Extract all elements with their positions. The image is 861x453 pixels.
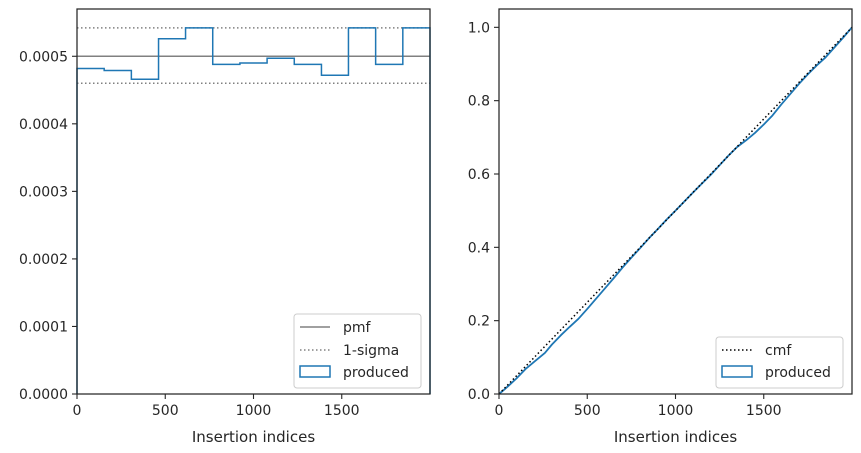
legend-cmf-label: cmf	[765, 343, 792, 359]
left-x-tick-label: 0	[73, 403, 82, 419]
right-series	[498, 26, 853, 395]
left-produced-series	[76, 27, 431, 394]
left-y-ticks: 0.0000 0.0001 0.0002 0.0003 0.0004 0.0005	[19, 49, 77, 403]
legend-produced-label: produced	[765, 365, 831, 381]
right-y-tick-label: 0.2	[468, 314, 490, 330]
left-reference-lines	[77, 27, 430, 85]
legend-pmf-label: pmf	[343, 320, 372, 336]
cmf-line	[498, 26, 853, 395]
right-axes-frame	[498, 8, 853, 395]
right-legend: cmf produced	[715, 336, 844, 389]
left-x-tick-label: 1000	[236, 403, 272, 419]
left-x-tick-label: 500	[152, 403, 179, 419]
legend-produced-patch	[721, 365, 753, 378]
left-y-tick-label: 0.0003	[19, 184, 68, 200]
left-legend-box	[293, 313, 422, 389]
right-y-tick-label: 0.0	[468, 387, 490, 403]
legend-1-sigma-label: 1-sigma	[343, 343, 399, 359]
right-x-ticks: 0 500 1000 1500	[495, 394, 782, 419]
left-x-axis-label: Insertion indices	[192, 428, 315, 446]
left-legend: pmf 1-sigma produced	[293, 313, 422, 389]
right-x-tick-label: 1000	[658, 403, 694, 419]
produced-step-histogram	[76, 27, 431, 394]
left-x-tick-label: 1500	[324, 403, 360, 419]
right-y-tick-label: 0.6	[468, 167, 490, 183]
left-panel-pmf: 0 500 1000 1500 0.00000.00010.00020.00030.0…	[19, 8, 431, 446]
right-panel-cmf: 0 500 1000 1500 0.0 0.2 0.4 0.6 0.8 1.0 Insertio…	[468, 8, 853, 446]
right-x-tick-label: 1500	[746, 403, 782, 419]
left-y-tick-label: 0.0000	[19, 387, 68, 403]
right-y-tick-label: 0.4	[468, 240, 490, 256]
legend-produced-label: produced	[343, 365, 409, 381]
right-x-axis-label: Insertion indices	[614, 428, 737, 446]
left-y-tick-label: 0.0005	[19, 49, 68, 65]
left-x-ticks: 0 500 1000 1500	[73, 394, 360, 419]
right-x-tick-label: 500	[574, 403, 601, 419]
left-y-tick-label: 0.0002	[19, 252, 68, 268]
left-y-tick-label: 0.0001	[19, 319, 68, 335]
right-y-tick-label: 1.0	[468, 20, 490, 36]
right-legend-box	[715, 336, 844, 389]
right-x-tick-label: 0	[495, 403, 504, 419]
right-y-tick-label: 0.8	[468, 94, 490, 110]
left-y-tick-label: 0.0004	[19, 117, 68, 133]
right-y-ticks: 0.0 0.2 0.4 0.6 0.8 1.0	[468, 20, 499, 403]
legend-produced-patch	[299, 365, 331, 378]
